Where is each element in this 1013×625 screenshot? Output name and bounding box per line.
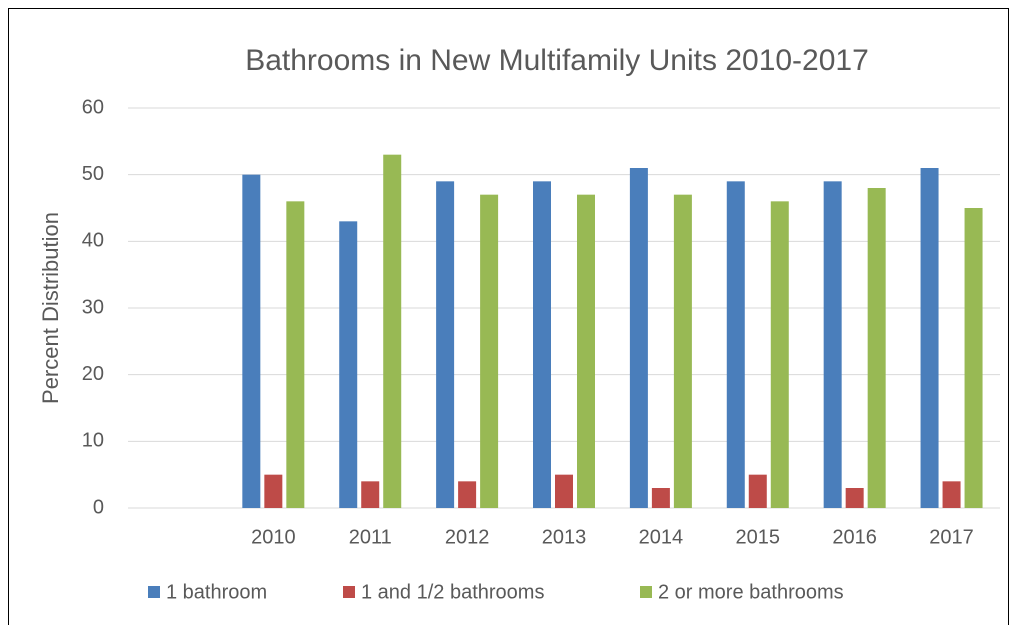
x-tick-label: 2010 — [251, 526, 296, 548]
bar — [770, 201, 789, 509]
frame — [8, 8, 1009, 625]
bar — [964, 208, 983, 508]
bar — [458, 481, 477, 508]
y-tick-label: 10 — [82, 430, 104, 452]
y-tick-label: 0 — [93, 496, 104, 518]
bar — [480, 194, 499, 508]
bar — [286, 201, 305, 509]
bar — [361, 481, 380, 508]
bar — [242, 174, 261, 508]
bar — [673, 194, 692, 508]
x-tick-label: 2016 — [832, 526, 877, 548]
bar — [339, 221, 358, 509]
bar — [533, 181, 551, 509]
bar — [726, 181, 745, 509]
bar — [845, 488, 864, 508]
legend-label: 1 and 1/2 bathrooms — [361, 581, 544, 603]
legend-swatch — [148, 586, 160, 598]
legend-label: 2 or more bathrooms — [658, 581, 844, 603]
bar — [264, 474, 283, 508]
bar — [383, 154, 402, 508]
bar — [942, 481, 961, 508]
y-tick-label: 30 — [82, 296, 104, 318]
y-tick-label: 20 — [82, 363, 104, 385]
legend-swatch — [343, 586, 355, 598]
x-tick-label: 2012 — [445, 526, 490, 548]
y-tick-label: 60 — [82, 96, 104, 118]
x-tick-label: 2011 — [349, 526, 392, 548]
bar — [555, 474, 573, 508]
bar — [867, 188, 886, 508]
bar — [629, 168, 648, 508]
bar — [577, 194, 595, 508]
x-tick-label: 2014 — [639, 526, 684, 548]
bar — [920, 168, 939, 508]
y-axis-label: Percent Distribution — [38, 212, 63, 404]
y-tick-label: 40 — [82, 230, 104, 252]
bar — [651, 488, 670, 508]
bar — [748, 474, 767, 508]
x-tick-label: 2013 — [542, 526, 587, 548]
legend-label: 1 bathroom — [166, 581, 267, 603]
legend-swatch — [640, 586, 652, 598]
x-tick-label: 2017 — [929, 526, 974, 548]
y-tick-label: 50 — [82, 163, 104, 185]
chart-title: Bathrooms in New Multifamily Units 2010-… — [245, 44, 869, 77]
x-tick-label: 2015 — [736, 526, 781, 548]
bar — [436, 181, 455, 509]
bar — [823, 181, 842, 509]
